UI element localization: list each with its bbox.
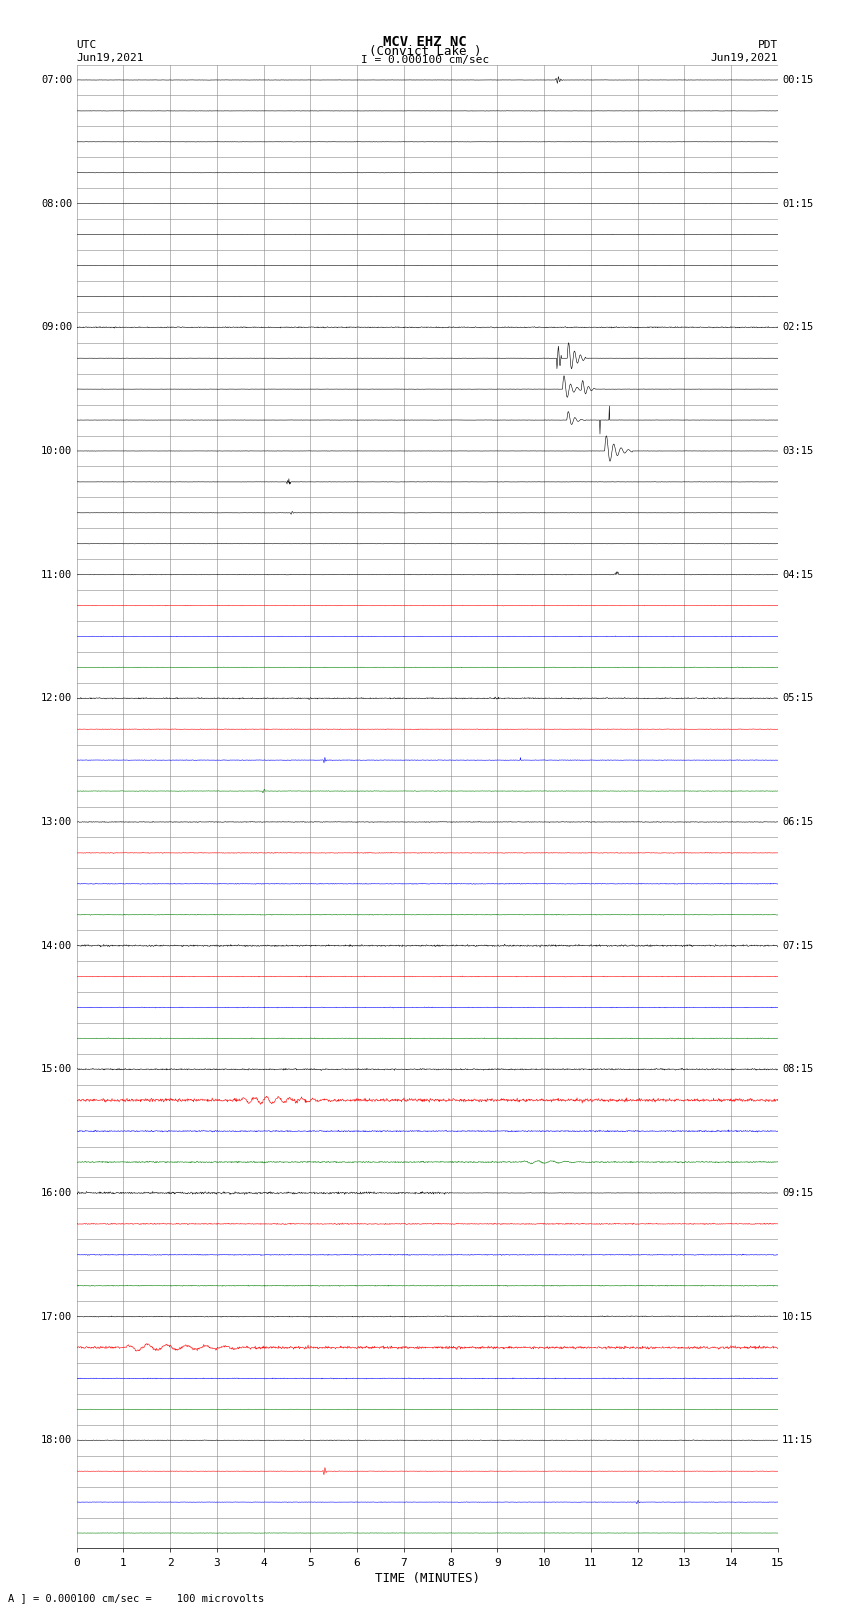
Text: 12:00: 12:00	[41, 694, 72, 703]
Text: 14:00: 14:00	[41, 940, 72, 950]
Text: 04:15: 04:15	[782, 569, 813, 579]
Text: 16:00: 16:00	[41, 1187, 72, 1198]
Text: (Convict Lake ): (Convict Lake )	[369, 45, 481, 58]
Text: 05:15: 05:15	[782, 694, 813, 703]
Text: 06:15: 06:15	[782, 816, 813, 827]
Text: 01:15: 01:15	[782, 198, 813, 208]
Text: 07:15: 07:15	[782, 940, 813, 950]
Text: 08:15: 08:15	[782, 1065, 813, 1074]
Text: 10:15: 10:15	[782, 1311, 813, 1321]
Text: 09:15: 09:15	[782, 1187, 813, 1198]
Text: 00:15: 00:15	[782, 74, 813, 85]
Text: 07:00: 07:00	[41, 74, 72, 85]
Text: 11:00: 11:00	[41, 569, 72, 579]
Text: 10:00: 10:00	[41, 445, 72, 456]
Text: 18:00: 18:00	[41, 1436, 72, 1445]
Text: 02:15: 02:15	[782, 323, 813, 332]
Text: A ] = 0.000100 cm/sec =    100 microvolts: A ] = 0.000100 cm/sec = 100 microvolts	[8, 1594, 264, 1603]
Text: I = 0.000100 cm/sec: I = 0.000100 cm/sec	[361, 55, 489, 65]
Text: PDT
Jun19,2021: PDT Jun19,2021	[711, 40, 778, 63]
Text: UTC
Jun19,2021: UTC Jun19,2021	[76, 40, 144, 63]
Text: MCV EHZ NC: MCV EHZ NC	[383, 35, 467, 50]
Text: 13:00: 13:00	[41, 816, 72, 827]
Text: 15:00: 15:00	[41, 1065, 72, 1074]
X-axis label: TIME (MINUTES): TIME (MINUTES)	[375, 1571, 479, 1584]
Text: 08:00: 08:00	[41, 198, 72, 208]
Text: 17:00: 17:00	[41, 1311, 72, 1321]
Text: 09:00: 09:00	[41, 323, 72, 332]
Text: 03:15: 03:15	[782, 445, 813, 456]
Text: 11:15: 11:15	[782, 1436, 813, 1445]
